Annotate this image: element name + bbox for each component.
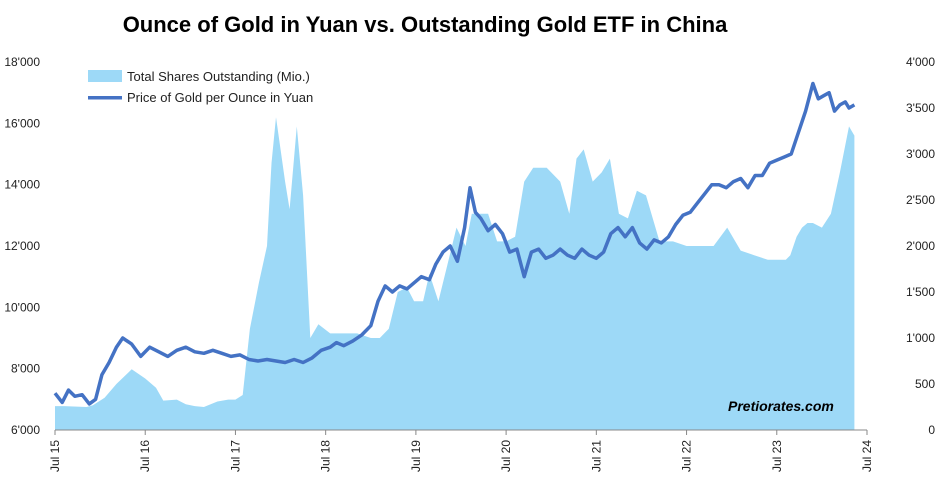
y-left-tick-label: 12'000: [4, 239, 40, 253]
line-series-layer: [53, 81, 856, 406]
x-tick-label: Jul 15: [48, 440, 62, 472]
y-right-tick-label: 500: [915, 377, 935, 391]
x-tick-label: Jul 22: [680, 440, 694, 472]
x-axis: Jul 15 Jul 16 Jul 17 Jul 18 Jul 19 Jul 20 Jul …: [48, 429, 874, 472]
y-right-tick-label: 3'500: [906, 101, 935, 115]
x-tick-label: Jul 24: [860, 440, 874, 472]
y-left-tick-label: 18'000: [4, 55, 40, 69]
y-right-tick-label: 1'500: [906, 285, 935, 299]
y-left-tick-label: 8'000: [11, 362, 40, 376]
area-series-layer: [55, 117, 855, 430]
y-right-tick-label: 1'000: [906, 331, 935, 345]
y-left-tick-label: 16'000: [4, 116, 40, 130]
y-right-tick-label: 3'000: [906, 147, 935, 161]
watermark: Pretiorates.com: [728, 398, 834, 414]
x-tick-label: Jul 16: [138, 440, 152, 472]
y-left-tick-label: 10'000: [4, 300, 40, 314]
y-left-tick-label: 6'000: [11, 423, 40, 437]
right-axis: 0 500 1'000 1'500 2'000 2'500 3'000 3'500 4'000: [906, 55, 935, 437]
line-gold-price: [53, 81, 856, 406]
y-right-tick-label: 0: [928, 423, 935, 437]
legend-swatch-line: [88, 96, 122, 100]
legend-swatch-area: [88, 70, 122, 82]
y-right-tick-label: 4'000: [906, 55, 935, 69]
left-axis: 6'000 8'000 10'000 12'000 14'000 16'000 18'000: [4, 55, 40, 437]
y-right-tick-label: 2'500: [906, 193, 935, 207]
legend-label-shares: Total Shares Outstanding (Mio.): [127, 69, 310, 84]
x-tick-label: Jul 20: [499, 440, 513, 472]
legend-label-price: Price of Gold per Ounce in Yuan: [127, 90, 313, 105]
y-left-tick-label: 14'000: [4, 178, 40, 192]
x-tick-label: Jul 19: [409, 440, 423, 472]
y-right-tick-label: 2'000: [906, 239, 935, 253]
area-shares-outstanding: [55, 117, 855, 430]
x-tick-label: Jul 21: [589, 440, 603, 472]
legend: Total Shares Outstanding (Mio.) Price of…: [88, 69, 313, 105]
chart-title: Ounce of Gold in Yuan vs. Outstanding Go…: [122, 12, 728, 37]
x-tick-label: Jul 23: [770, 440, 784, 472]
x-tick-label: Jul 17: [228, 440, 242, 472]
x-tick-label: Jul 18: [319, 440, 333, 472]
